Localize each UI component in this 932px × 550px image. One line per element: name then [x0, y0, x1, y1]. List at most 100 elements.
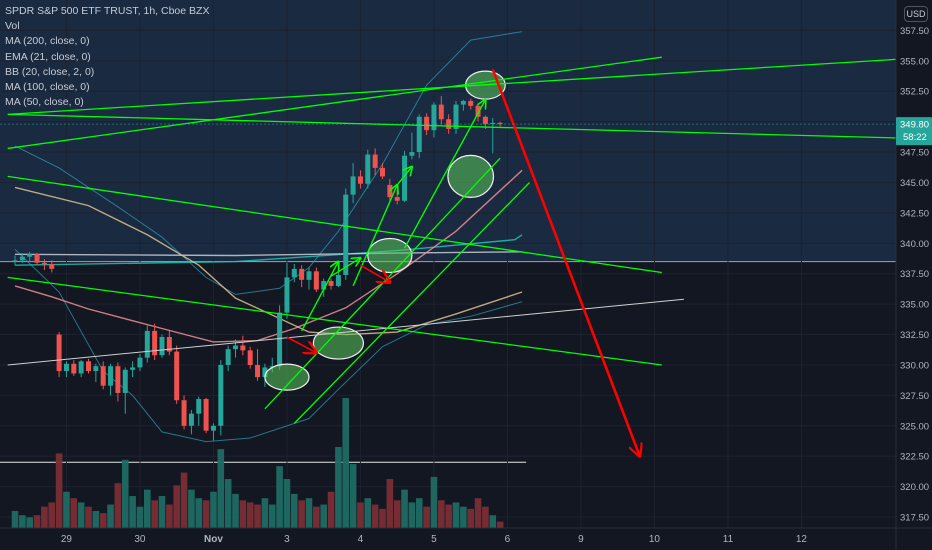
- red-arrow[interactable]: [491, 68, 640, 456]
- candle[interactable]: [409, 132, 415, 160]
- green-trendline[interactable]: [7, 113, 932, 140]
- candle-body[interactable]: [174, 351, 180, 401]
- candle-body[interactable]: [86, 361, 91, 372]
- candle[interactable]: [343, 188, 349, 280]
- candle-body[interactable]: [188, 413, 194, 426]
- candle-body[interactable]: [41, 262, 47, 264]
- candle[interactable]: [203, 397, 209, 434]
- candle[interactable]: [137, 354, 143, 372]
- candle-body[interactable]: [490, 122, 496, 125]
- candle-body[interactable]: [56, 334, 62, 372]
- candle-body[interactable]: [203, 399, 209, 431]
- candle[interactable]: [424, 113, 430, 136]
- candle-body[interactable]: [394, 197, 400, 201]
- candle[interactable]: [63, 361, 69, 378]
- candle-body[interactable]: [166, 336, 172, 352]
- candle[interactable]: [380, 163, 385, 179]
- green-trendline[interactable]: [7, 55, 932, 116]
- legend-item-vol[interactable]: Vol: [5, 20, 20, 33]
- candle[interactable]: [247, 346, 253, 369]
- candle-body[interactable]: [416, 116, 422, 153]
- candle[interactable]: [49, 260, 55, 273]
- currency-button[interactable]: USD: [904, 6, 928, 22]
- candle-body[interactable]: [78, 361, 84, 374]
- candle-body[interactable]: [255, 364, 261, 378]
- candle-body[interactable]: [431, 104, 437, 131]
- candle-body[interactable]: [365, 154, 371, 184]
- candle[interactable]: [291, 264, 297, 283]
- candle-body[interactable]: [277, 312, 283, 367]
- candle-body[interactable]: [115, 366, 121, 393]
- candle[interactable]: [174, 345, 180, 404]
- candle[interactable]: [166, 330, 172, 356]
- candle-body[interactable]: [335, 274, 341, 286]
- candle-body[interactable]: [100, 366, 106, 386]
- green-arrow[interactable]: [330, 258, 360, 277]
- candle[interactable]: [159, 334, 165, 358]
- candle[interactable]: [240, 335, 246, 356]
- legend-item-ma100[interactable]: MA (100, close, 0): [5, 81, 90, 94]
- candle-body[interactable]: [380, 167, 385, 177]
- chart-title[interactable]: SPDR S&P 500 ETF TRUST, 1h, Cboe BZX: [5, 5, 210, 17]
- candle-body[interactable]: [144, 330, 150, 358]
- candle-body[interactable]: [343, 194, 349, 275]
- green-trendline[interactable]: [7, 175, 662, 274]
- legend-item-ema21[interactable]: EMA (21, close, 0): [5, 50, 91, 63]
- candle[interactable]: [299, 265, 305, 288]
- white-trendline[interactable]: [7, 298, 684, 366]
- candle-body[interactable]: [321, 281, 327, 290]
- candle[interactable]: [115, 362, 121, 402]
- candle-body[interactable]: [453, 104, 459, 129]
- drawing-layer[interactable]: [7, 55, 932, 456]
- candle-body[interactable]: [63, 363, 69, 372]
- candle-body[interactable]: [387, 184, 393, 198]
- candle-body[interactable]: [181, 400, 187, 426]
- green-arrow[interactable]: [301, 262, 339, 332]
- candle-body[interactable]: [357, 176, 363, 184]
- candle-body[interactable]: [108, 366, 114, 386]
- candle-body[interactable]: [218, 364, 224, 426]
- candle[interactable]: [152, 323, 158, 361]
- green-arrow[interactable]: [403, 100, 486, 249]
- legend-item-ma200[interactable]: MA (200, close, 0): [5, 35, 90, 48]
- green-trendline[interactable]: [7, 56, 662, 150]
- candle[interactable]: [321, 278, 327, 297]
- green-arrow[interactable]: [396, 167, 412, 186]
- candle-body[interactable]: [34, 254, 40, 263]
- candle[interactable]: [431, 102, 437, 138]
- candle[interactable]: [416, 114, 422, 159]
- candle-body[interactable]: [328, 281, 334, 286]
- candle-body[interactable]: [409, 152, 415, 156]
- candle[interactable]: [34, 253, 40, 266]
- candle-body[interactable]: [306, 271, 312, 280]
- highlight-ellipse[interactable]: [312, 326, 364, 360]
- candle-body[interactable]: [233, 345, 238, 350]
- candle[interactable]: [27, 251, 33, 262]
- candle-body[interactable]: [93, 366, 99, 372]
- candle[interactable]: [108, 363, 114, 396]
- candle[interactable]: [328, 278, 334, 290]
- candle[interactable]: [122, 367, 128, 414]
- candle-body[interactable]: [372, 154, 378, 168]
- legend-item-ma50[interactable]: MA (50, close, 0): [5, 96, 84, 109]
- candle-body[interactable]: [19, 256, 25, 261]
- candle[interactable]: [93, 363, 99, 383]
- candle[interactable]: [225, 345, 231, 372]
- candle-body[interactable]: [482, 116, 488, 125]
- candle-body[interactable]: [137, 357, 143, 368]
- candle[interactable]: [365, 149, 371, 189]
- highlight-ellipse[interactable]: [367, 237, 413, 274]
- candle-body[interactable]: [225, 349, 231, 365]
- legend-item-bb[interactable]: BB (20, close, 2, 0): [5, 65, 95, 78]
- candle[interactable]: [188, 409, 194, 435]
- candle-body[interactable]: [71, 363, 77, 374]
- candle[interactable]: [277, 305, 283, 370]
- candle-body[interactable]: [130, 367, 136, 370]
- candle-body[interactable]: [49, 264, 55, 269]
- candle-body[interactable]: [159, 336, 165, 356]
- candle[interactable]: [130, 361, 136, 378]
- candle[interactable]: [19, 253, 25, 263]
- candle-body[interactable]: [152, 330, 158, 356]
- candle-body[interactable]: [12, 260, 18, 262]
- candle-body[interactable]: [262, 367, 268, 378]
